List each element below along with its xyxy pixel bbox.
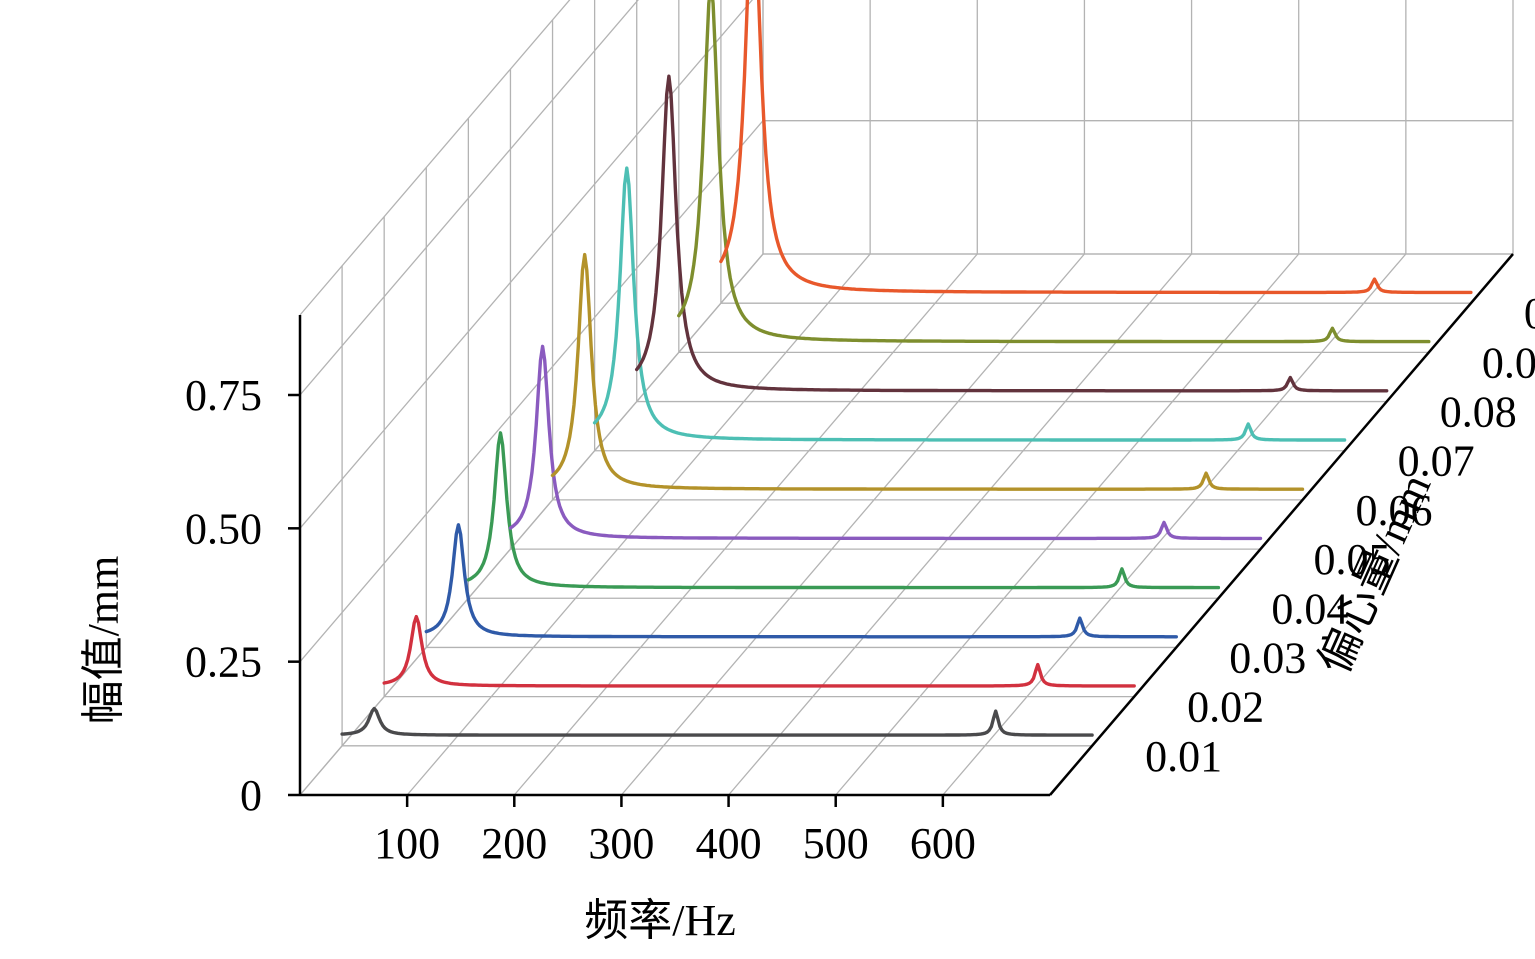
x-tick-label: 200 [481,819,547,868]
grid-line [513,253,978,796]
z-tick-label: 0.07 [1398,437,1475,486]
z-tick-labels: 0.01 0.02 0.03 0.04 0.05 0.06 0.07 0.08 … [1145,289,1535,781]
grid-line [620,253,1085,796]
series-line-0.07 [592,166,1347,442]
z-tick-label: 0.10 [1524,289,1535,338]
z-tick-label: 0.01 [1145,732,1222,781]
z-tick-label: 0.04 [1271,584,1348,633]
series-line-0.04 [466,431,1221,590]
series-line-0.01 [340,706,1094,737]
series-line-0.03 [424,523,1178,639]
z-tick-label: 0.03 [1229,633,1306,682]
series-line-0.10 [719,0,1473,295]
series-line-0.08 [635,74,1389,393]
grid-line [299,0,571,316]
series-line-0.05 [508,344,1263,541]
series-line-0.02 [382,614,1136,688]
z-tick-label: 0.02 [1187,683,1264,732]
grid-line [299,120,764,663]
x-tick-label: 500 [803,819,869,868]
y-tick-label: 0.25 [185,638,262,687]
series-line-0.09 [677,0,1431,344]
grid-line [835,253,1300,796]
y-tick-label: 0 [240,771,262,820]
z-axis-line [1049,253,1514,796]
y-tick-label: 0.75 [185,371,262,420]
z-tick-label: 0.06 [1356,486,1433,535]
grid-layer [299,0,1514,796]
grid-line [299,253,764,796]
grid-line [728,253,1193,796]
y-tick-label: 0.50 [185,504,262,553]
grid-line [942,253,1407,796]
grid-line [406,253,871,796]
x-tick-label: 300 [588,819,654,868]
x-tick-label: 600 [910,819,976,868]
x-tick-labels: 100 200 300 400 500 600 [374,819,976,868]
grid-line [299,0,639,396]
x-tick-label: 100 [374,819,440,868]
x-axis-label: 频率/Hz [584,896,736,945]
axis-layer [288,253,1514,807]
y-tick-labels: 0 0.25 0.50 0.75 [185,371,262,820]
y-axis-label: 幅值/mm [79,556,128,725]
series-layer [340,0,1473,737]
x-tick-label: 400 [696,819,762,868]
grid-line [299,0,754,529]
z-tick-label: 0.09 [1482,338,1535,387]
series-line-0.06 [550,252,1305,491]
z-tick-label: 0.08 [1440,388,1517,437]
z-tick-label: 0.05 [1313,535,1390,584]
